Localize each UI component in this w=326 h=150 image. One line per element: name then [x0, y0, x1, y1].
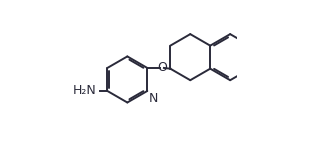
Text: H₂N: H₂N — [73, 84, 97, 98]
Text: O: O — [157, 61, 167, 74]
Text: N: N — [149, 92, 158, 105]
